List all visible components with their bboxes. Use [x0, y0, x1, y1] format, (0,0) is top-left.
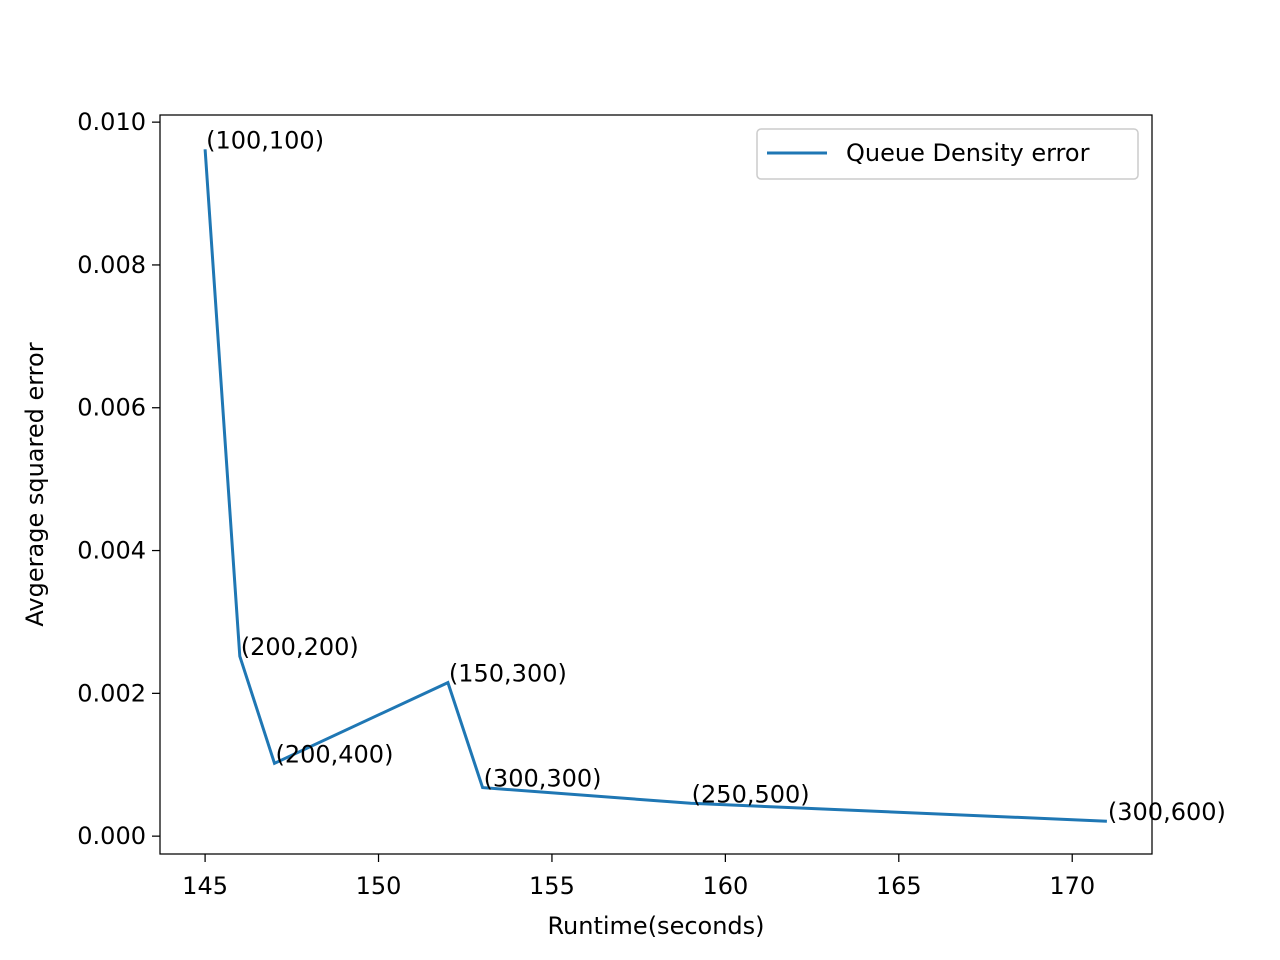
point-label: (150,300) — [449, 660, 567, 688]
series-layer — [203, 149, 1107, 823]
point-label: (300,600) — [1108, 798, 1226, 826]
x-tick-label: 155 — [529, 872, 575, 900]
x-tick-label: 165 — [876, 872, 922, 900]
y-tick-label: 0.010 — [77, 108, 146, 136]
y-tick-label: 0.006 — [77, 394, 146, 422]
y-tick-label: 0.004 — [77, 537, 146, 565]
point-label: (100,100) — [206, 126, 324, 154]
legend-box — [756, 128, 1139, 180]
y-axis-label: Avgerage squared error — [21, 342, 49, 626]
legend: Queue Density error — [756, 128, 1139, 180]
axes-frame — [159, 114, 1153, 855]
series-line — [203, 149, 1107, 823]
x-tick-label: 150 — [356, 872, 402, 900]
point-label: (200,400) — [275, 740, 393, 768]
point-label: (300,300) — [484, 765, 602, 793]
point-label: (250,500) — [692, 780, 810, 808]
x-tick-label: 170 — [1049, 872, 1095, 900]
x-tick-label: 145 — [182, 872, 228, 900]
legend-entry-label: Queue Density error — [846, 139, 1090, 167]
ticks-layer: 145 150 155 160 165 170 0.000 0.002 0.004 0.006 0.… — [77, 108, 1095, 900]
x-axis-label: Runtime(seconds) — [547, 912, 764, 940]
point-labels-layer: (100,100) (200,200) (200,400) (150,300) (300… — [206, 126, 1226, 826]
y-tick-label: 0.008 — [77, 251, 146, 279]
y-tick-label: 0.002 — [77, 679, 146, 707]
point-label: (200,200) — [241, 633, 359, 661]
x-tick-label: 160 — [702, 872, 748, 900]
y-tick-label: 0.000 — [77, 822, 146, 850]
